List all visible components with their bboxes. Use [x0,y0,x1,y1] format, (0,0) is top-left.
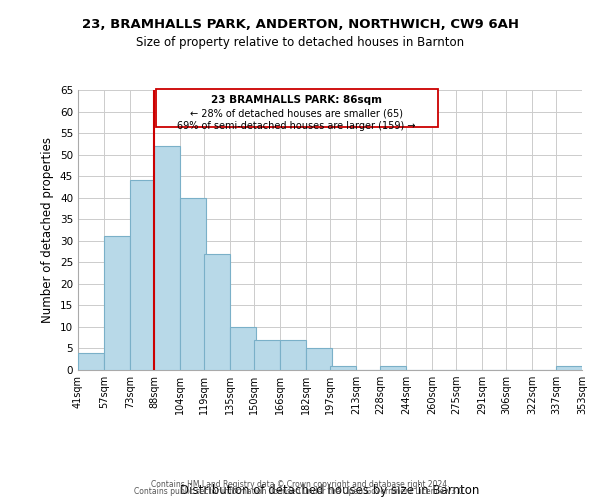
Text: Size of property relative to detached houses in Barnton: Size of property relative to detached ho… [136,36,464,49]
Text: Contains HM Land Registry data © Crown copyright and database right 2024.: Contains HM Land Registry data © Crown c… [151,480,449,489]
FancyBboxPatch shape [155,88,438,126]
Bar [330,366,356,370]
Text: Contains public sector information licensed under the Open Government Licence v3: Contains public sector information licen… [134,487,466,496]
Bar [230,327,256,370]
Bar [380,366,406,370]
Bar [180,198,206,370]
X-axis label: Distribution of detached houses by size in Barnton: Distribution of detached houses by size … [181,484,479,497]
Text: ← 28% of detached houses are smaller (65): ← 28% of detached houses are smaller (65… [190,108,403,118]
Bar [104,236,130,370]
Text: 69% of semi-detached houses are larger (159) →: 69% of semi-detached houses are larger (… [177,121,415,131]
Bar [204,254,230,370]
Y-axis label: Number of detached properties: Number of detached properties [41,137,55,323]
Bar [78,353,104,370]
Bar [306,348,332,370]
Bar [154,146,180,370]
Bar [556,366,582,370]
Bar [130,180,155,370]
Text: 23 BRAMHALLS PARK: 86sqm: 23 BRAMHALLS PARK: 86sqm [211,95,382,105]
Bar [280,340,306,370]
Text: 23, BRAMHALLS PARK, ANDERTON, NORTHWICH, CW9 6AH: 23, BRAMHALLS PARK, ANDERTON, NORTHWICH,… [82,18,518,30]
Bar [254,340,280,370]
